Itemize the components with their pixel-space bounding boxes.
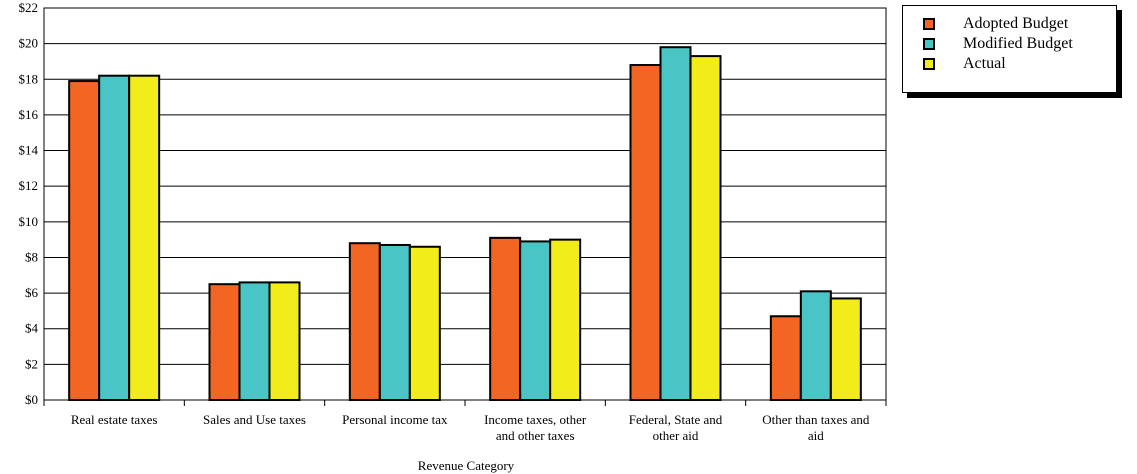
x-tick-label-line: Real estate taxes — [71, 412, 158, 427]
bar-adopted-budget — [68, 80, 101, 402]
bar-adopted-budget — [348, 242, 381, 401]
x-tick-label-line: Income taxes, other — [484, 412, 587, 427]
bar-actual — [128, 74, 161, 402]
y-tick-label: $22 — [19, 0, 39, 15]
bar-actual — [689, 55, 722, 401]
y-tick-label: $4 — [25, 321, 39, 336]
legend-item-modified: Modified Budget — [923, 34, 1116, 54]
y-tick-label: $12 — [19, 178, 39, 193]
x-axis-title: Revenue Category — [418, 458, 515, 473]
x-tick-label: Income taxes, other and other taxes — [484, 412, 587, 443]
bars — [68, 46, 862, 402]
legend-item-actual: Actual — [923, 54, 1116, 74]
bar-modified-budget — [378, 243, 411, 401]
bar-actual — [549, 238, 582, 401]
y-tick-label: $10 — [19, 214, 39, 229]
bar-adopted-budget — [489, 236, 522, 401]
legend-label-actual: Actual — [963, 55, 1006, 72]
bar-adopted-budget — [769, 315, 802, 401]
bar-adopted-budget — [208, 283, 241, 402]
x-tick-label-line: aid — [808, 428, 824, 443]
y-tick-label: $16 — [19, 107, 39, 122]
legend: Adopted Budget Modified Budget Actual — [902, 5, 1117, 93]
x-tick-label-line: and other taxes — [496, 428, 575, 443]
x-tick-label: Sales and Use taxes — [203, 412, 306, 427]
bar-adopted-budget — [629, 64, 662, 401]
x-tick-label: Federal, State and other aid — [629, 412, 723, 443]
x-tick-label-line: Sales and Use taxes — [203, 412, 306, 427]
legend-label-modified: Modified Budget — [963, 35, 1073, 52]
x-tick-label: Personal income tax — [342, 412, 448, 427]
axes: $0 $2 $4 $6 $8 $10 $12 $14 $16 $18 $20 $22 Real esta… — [19, 0, 887, 443]
legend-swatch-adopted — [923, 18, 935, 30]
bar-actual — [408, 245, 441, 401]
bar-actual — [829, 297, 862, 402]
legend-item-adopted: Adopted Budget — [923, 14, 1116, 34]
y-tick-label: $8 — [25, 249, 38, 264]
y-tick-label: $2 — [25, 356, 38, 371]
bar-modified-budget — [519, 240, 552, 401]
bar-actual — [268, 281, 301, 401]
plot-frame — [43, 7, 887, 401]
y-tick-label: $0 — [25, 392, 38, 407]
x-tick-label-line: Other than taxes and — [762, 412, 870, 427]
x-tick-label-line: Personal income tax — [342, 412, 448, 427]
bar-modified-budget — [98, 74, 131, 402]
x-tick-label-line: Federal, State and — [629, 412, 723, 427]
bar-modified-budget — [238, 281, 271, 401]
legend-label-adopted: Adopted Budget — [963, 15, 1069, 32]
x-tick-label: Other than taxes and aid — [762, 412, 870, 443]
y-tick-label: $20 — [19, 36, 39, 51]
y-tick-label: $14 — [19, 143, 39, 158]
x-tick-label-line: other aid — [653, 428, 699, 443]
legend-swatch-modified — [923, 38, 935, 50]
gridlines — [44, 7, 886, 365]
y-tick-label: $6 — [25, 285, 39, 300]
y-tick-label: $18 — [19, 71, 39, 86]
bar-modified-budget — [799, 290, 832, 401]
legend-swatch-actual — [923, 58, 935, 70]
bar-modified-budget — [659, 46, 692, 401]
x-tick-label: Real estate taxes — [71, 412, 158, 427]
